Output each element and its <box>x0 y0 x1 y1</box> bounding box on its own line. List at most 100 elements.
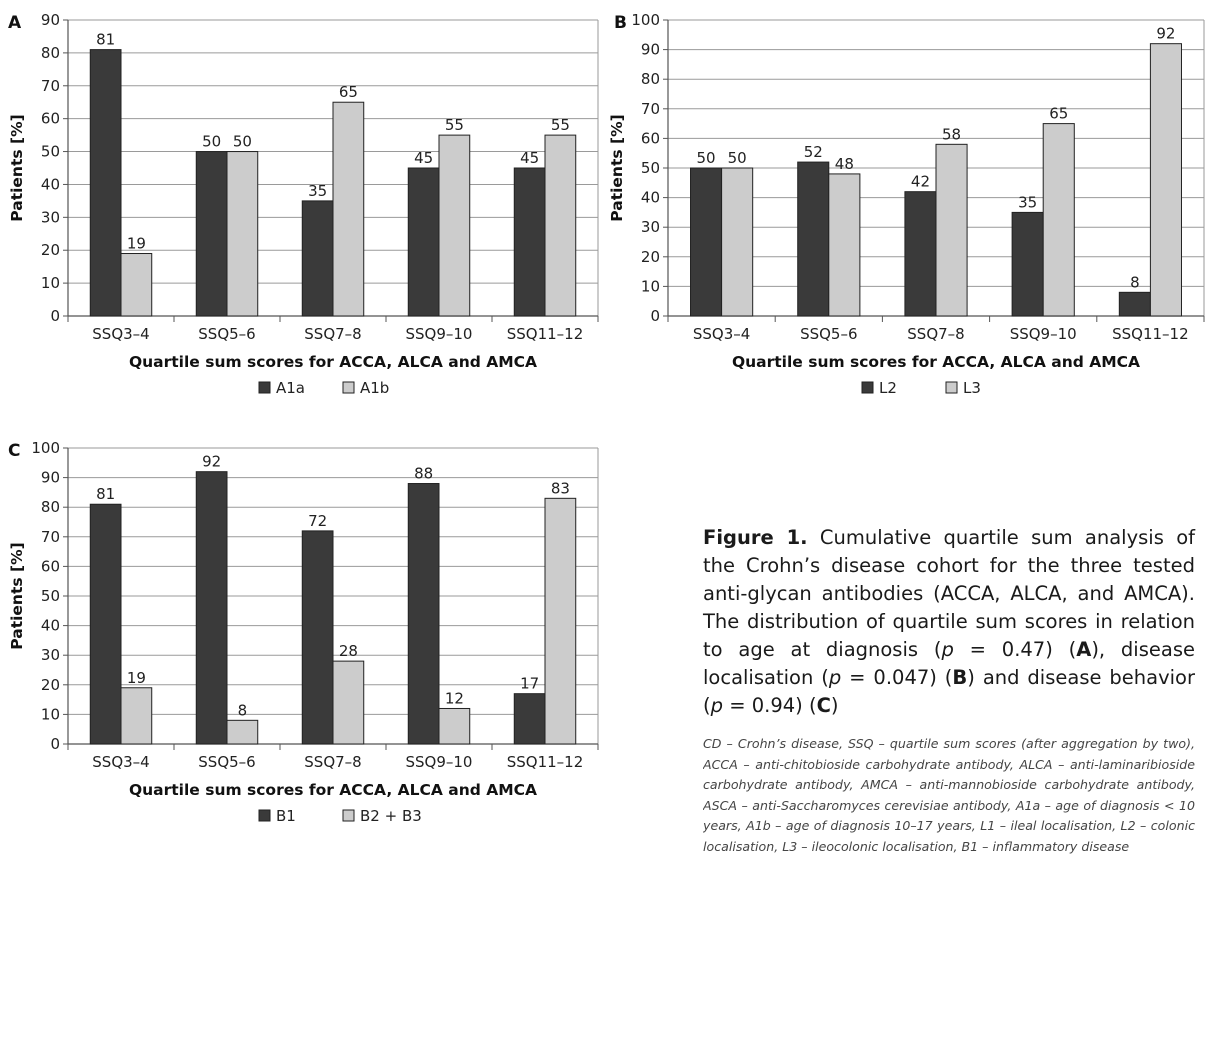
bar-a1b <box>226 151 259 317</box>
x-tick-label: SSQ5–6 <box>198 325 255 343</box>
chart-panel-b: 0 10 20 30 40 50 60 70 80 90 100 50 50 SSQ3–4 52 48 SSQ5… <box>608 0 1218 410</box>
x-tick-label: SSQ3–4 <box>92 325 149 343</box>
data-label: 19 <box>127 669 146 687</box>
y-axis-label: Patients [%] <box>8 114 26 221</box>
bar-b1 <box>407 483 440 745</box>
bar-a1a <box>301 200 334 317</box>
y-tick-label: 30 <box>41 646 60 664</box>
legend-swatch <box>861 381 874 394</box>
data-label: 50 <box>728 149 747 167</box>
x-axis-label: Quartile sum scores for ACCA, ALCA and A… <box>732 353 1140 371</box>
chart-panel-c: 0 10 20 30 40 50 60 70 80 90 100 81 19 SSQ3–4 92 8 SSQ5–… <box>0 428 610 853</box>
caption-segment: = 0.047) ( <box>841 666 953 689</box>
y-axis-label: Patients [%] <box>8 542 26 649</box>
bar-l2 <box>904 191 937 317</box>
legend-label: A1b <box>360 379 389 397</box>
y-tick-label: 0 <box>650 307 660 325</box>
y-axis-label: Patients [%] <box>608 114 626 221</box>
bar-b1 <box>513 693 546 745</box>
panel-label: B <box>614 13 627 33</box>
x-tick-label: SSQ7–8 <box>907 325 964 343</box>
bar-chart-b: 0 10 20 30 40 50 60 70 80 90 100 50 50 SSQ3–4 52 48 SSQ5… <box>608 11 1205 397</box>
bar-b2-b3 <box>438 707 471 745</box>
y-tick-label: 40 <box>41 175 60 193</box>
data-label: 35 <box>1018 193 1037 211</box>
data-label: 81 <box>96 485 115 503</box>
bar-l2 <box>690 167 723 317</box>
bar-l3 <box>828 173 861 317</box>
caption-ref-a: A <box>1076 638 1092 661</box>
x-tick-label: SSQ5–6 <box>198 753 255 771</box>
caption-segment: Cumulative quartile sum analysis of the … <box>703 526 1196 661</box>
y-tick-label: 10 <box>41 274 60 292</box>
bar-l2 <box>1118 291 1151 317</box>
legend-label: B2 + B3 <box>360 807 422 825</box>
x-tick-label: SSQ3–4 <box>693 325 750 343</box>
y-tick-label: 90 <box>641 41 660 59</box>
data-label: 42 <box>911 173 930 191</box>
legend-swatch <box>945 381 958 394</box>
x-tick-label: SSQ9–10 <box>1010 325 1077 343</box>
x-tick-label: SSQ11–12 <box>1112 325 1189 343</box>
y-tick-label: 60 <box>41 110 60 128</box>
y-tick-label: 70 <box>641 100 660 118</box>
y-tick-label: 10 <box>641 277 660 295</box>
data-label: 83 <box>551 479 570 497</box>
y-tick-label: 60 <box>41 557 60 575</box>
bar-b1 <box>89 503 122 745</box>
x-tick-label: SSQ11–12 <box>507 325 584 343</box>
y-tick-label: 50 <box>41 143 60 161</box>
y-tick-label: 90 <box>41 11 60 29</box>
figure-title: Figure 1. <box>703 526 808 549</box>
x-tick-label: SSQ9–10 <box>406 325 473 343</box>
data-label: 55 <box>445 116 464 134</box>
bar-b1 <box>195 471 228 745</box>
legend-swatch <box>342 809 355 822</box>
data-label: 50 <box>233 133 252 151</box>
bar-chart-a: 0 10 20 30 40 50 60 70 80 90 81 19 SSQ3–4 50 50 SSQ5–6 3… <box>8 11 599 397</box>
data-label: 52 <box>804 143 823 161</box>
y-tick-label: 70 <box>41 77 60 95</box>
y-tick-label: 20 <box>41 676 60 694</box>
data-label: 12 <box>445 689 464 707</box>
y-tick-label: 80 <box>41 44 60 62</box>
bar-l3 <box>1042 123 1075 317</box>
data-label: 81 <box>96 31 115 49</box>
caption-segment: ) and disease behavior ( <box>703 666 1195 717</box>
caption-p-symbol: p <box>828 666 842 689</box>
bar-a1b <box>120 253 153 317</box>
panel-label: C <box>8 441 20 461</box>
data-label: 19 <box>127 235 146 253</box>
bar-b2-b3 <box>120 687 153 745</box>
caption-text: Figure 1. Cumulative quartile sum analys… <box>703 524 1195 720</box>
bar-a1a <box>407 167 440 317</box>
bar-l2 <box>797 161 830 317</box>
bar-b2-b3 <box>332 660 365 745</box>
bar-l3 <box>1149 43 1182 317</box>
bar-l3 <box>721 167 754 317</box>
chart-panel-a: 0 10 20 30 40 50 60 70 80 90 81 19 SSQ3–4 50 50 SSQ5–6 3… <box>0 0 610 410</box>
bar-a1a <box>513 167 546 317</box>
data-label: 88 <box>414 465 433 483</box>
bar-a1a <box>89 49 122 317</box>
data-label: 48 <box>835 155 854 173</box>
bar-l2 <box>1011 211 1044 317</box>
data-label: 45 <box>414 149 433 167</box>
y-tick-label: 80 <box>641 70 660 88</box>
data-label: 45 <box>520 149 539 167</box>
y-tick-label: 0 <box>50 735 60 753</box>
caption-ref-c: C <box>816 694 831 717</box>
caption-segment: ), disease localisation ( <box>703 638 1195 689</box>
data-label: 65 <box>1049 105 1068 123</box>
y-tick-label: 70 <box>41 528 60 546</box>
y-tick-label: 30 <box>41 208 60 226</box>
y-tick-label: 100 <box>631 11 660 29</box>
bar-a1b <box>544 134 577 317</box>
caption-p-symbol: p <box>941 638 954 661</box>
y-tick-label: 50 <box>41 587 60 605</box>
x-axis-label: Quartile sum scores for ACCA, ALCA and A… <box>129 353 537 371</box>
bar-b2-b3 <box>544 497 577 745</box>
x-tick-label: SSQ11–12 <box>507 753 584 771</box>
data-label: 55 <box>551 116 570 134</box>
panel-label: A <box>8 13 22 33</box>
